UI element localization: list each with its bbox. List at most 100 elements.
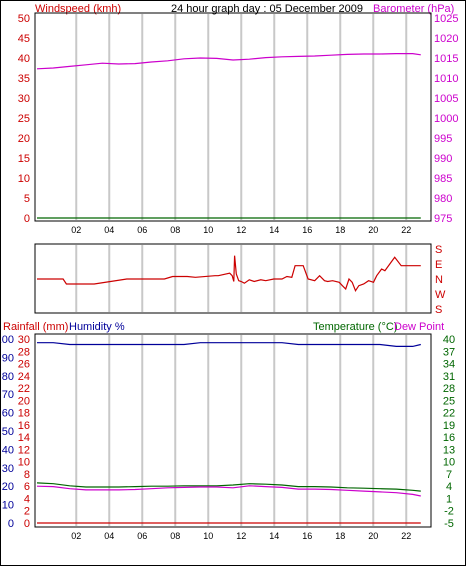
temperature-tick-label: 1 [446,493,452,505]
temperature-line [36,482,421,492]
wind-direction-line [37,255,421,292]
x-tick-label: 22 [401,531,411,541]
rainfall-tick-label: 26 [18,359,30,371]
windspeed-tick-label: 10 [18,173,30,185]
temperature-tick-label: 10 [443,457,455,469]
humidity-tick-label: 70 [2,389,14,401]
temperature-tick-label: -5 [444,518,454,530]
panel1-series [36,52,421,219]
barometer-axis-title: Barometer (hPa) [373,3,454,15]
x-tick-label: 16 [302,225,312,235]
panel1-border [34,12,432,222]
direction-tick-label: E [435,259,442,271]
rainfall-tick-label: 16 [18,420,30,432]
humidity-tick-label: 40 [2,444,14,456]
panel3-series [36,342,421,524]
x-tick-label: 18 [335,225,345,235]
direction-tick-label: S [435,304,442,316]
panel3-x-axis: 02 04 06 08 10 12 14 16 18 20 22 [71,531,411,541]
x-tick-label: 12 [236,531,246,541]
temperature-tick-label: 7 [446,469,452,481]
rainfall-tick-label: 2 [24,506,30,518]
rainfall-tick-label: 6 [24,481,30,493]
windspeed-tick-label: 50 [18,13,30,25]
humidity-tick-label: 20 [2,481,14,493]
rainfall-tick-label: 20 [18,395,30,407]
humidity-tick-label: 10 [2,500,14,512]
windspeed-tick-label: 0 [24,213,30,225]
windspeed-tick-label: 5 [24,193,30,205]
rainfall-tick-label: 12 [18,444,30,456]
rainfall-tick-label: 22 [18,383,30,395]
barometer-tick-label: 980 [434,193,452,205]
temperature-tick-label: 31 [443,371,455,383]
temperature-tick-label: -2 [444,506,454,518]
rainfall-tick-label: 28 [18,346,30,358]
barometer-tick-label: 1010 [434,73,458,85]
humidity-tick-label: 90 [2,352,14,364]
temperature-tick-label: 28 [443,383,455,395]
x-tick-label: 14 [269,531,279,541]
barometer-line [36,52,421,70]
x-tick-label: 16 [302,531,312,541]
barometer-tick-label: 1025 [434,13,458,25]
barometer-tick-label: 990 [434,153,452,165]
windspeed-tick-label: 15 [18,153,30,165]
panel3-border [34,333,432,528]
temperature-axis-title: Temperature (°C) [313,321,397,333]
humidity-tick-label: 50 [2,426,14,438]
temperature-tick-label: 22 [443,408,455,420]
temperature-tick-label: 4 [446,481,452,493]
rainfall-tick-label: 10 [18,457,30,469]
x-tick-label: 08 [170,531,180,541]
windspeed-tick-label: 40 [18,53,30,65]
x-tick-label: 04 [104,531,114,541]
x-tick-label: 20 [368,531,378,541]
temperature-tick-label: 34 [443,359,455,371]
direction-tick-label: S [435,244,442,256]
direction-tick-label: N [435,274,443,286]
x-tick-label: 12 [236,225,246,235]
x-tick-label: 02 [71,225,81,235]
temperature-tick-label: 19 [443,420,455,432]
x-tick-label: 22 [401,225,411,235]
barometer-tick-label: 1005 [434,93,458,105]
rainfall-tick-label: 0 [24,518,30,530]
humidity-tick-label: 100 [1,334,14,346]
barometer-tick-label: 985 [434,173,452,185]
x-tick-label: 10 [203,531,213,541]
humidity-axis-title: Humidity % [69,321,125,333]
barometer-y-axis: 975 980 985 990 995 1000 1005 1010 1015 1020 1025 [434,13,458,225]
windspeed-tick-label: 25 [18,113,30,125]
x-tick-label: 10 [203,225,213,235]
rainfall-tick-label: 18 [18,408,30,420]
windspeed-tick-label: 20 [18,133,30,145]
x-tick-label: 18 [335,531,345,541]
x-tick-label: 04 [104,225,114,235]
x-tick-label: 06 [137,225,147,235]
chart-title: 24 hour graph day : 05 December 2009 [171,3,363,15]
temperature-tick-label: 37 [443,346,455,358]
rainfall-tick-label: 8 [24,469,30,481]
x-tick-label: 14 [269,225,279,235]
rain-humidity-y-axis: 0246810121416182022242628300102030405060… [0,334,30,530]
humidity-tick-label: 0 [8,518,14,530]
temperature-tick-label: 25 [443,395,455,407]
humidity-tick-label: 80 [2,371,14,383]
temperature-tick-label: 16 [443,432,455,444]
rainfall-axis-title: Rainfall (mm) [3,321,68,333]
humidity-tick-label: 60 [2,408,14,420]
barometer-tick-label: 975 [434,213,452,225]
rainfall-tick-label: 14 [18,432,30,444]
barometer-tick-label: 1015 [434,53,458,65]
windspeed-tick-label: 35 [18,73,30,85]
rainfall-tick-label: 24 [18,371,30,383]
humidity-line [37,342,421,347]
windspeed-y-axis: 0 5 10 15 20 25 30 35 40 45 50 [18,13,30,225]
windspeed-axis-title: Windspeed (kmh) [35,3,121,15]
humidity-tick-label: 30 [2,463,14,475]
